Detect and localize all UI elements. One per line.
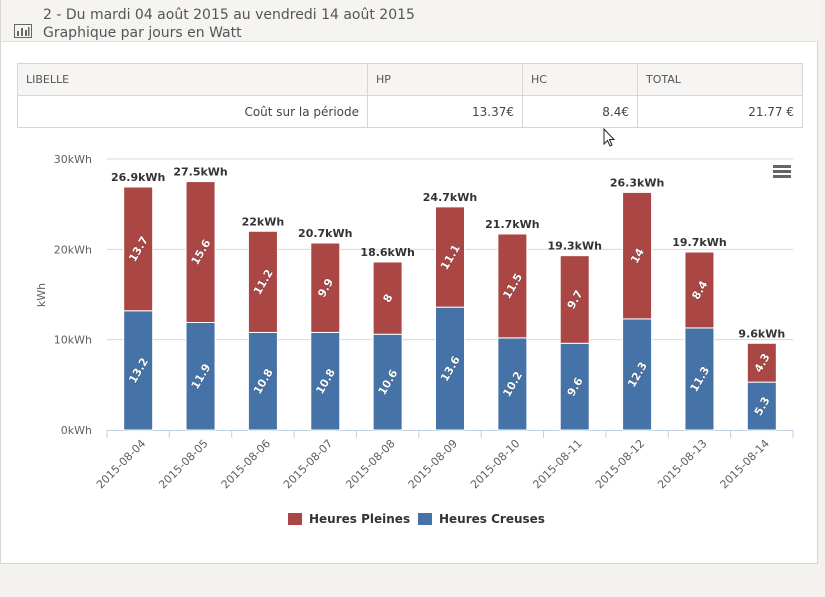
x-tick-label: 2015-08-05	[156, 437, 210, 491]
column-header-hp: HP	[367, 63, 523, 96]
legend-label-heures-pleines: Heures Pleines	[309, 512, 410, 526]
bar-heures-pleines	[310, 242, 341, 333]
x-tick-label: 2015-08-13	[655, 437, 709, 491]
x-tick-label: 2015-08-04	[94, 437, 148, 491]
hamburger-menu-icon	[773, 170, 791, 173]
hamburger-menu-icon	[773, 165, 791, 168]
bar-heures-creuses	[684, 327, 715, 431]
bar-heures-pleines	[247, 230, 278, 333]
bar-heures-pleines	[746, 342, 777, 383]
bar-heures-creuses	[247, 331, 278, 431]
y-tick-label: 20kWh	[54, 243, 92, 256]
legend-label-heures-creuses: Heures Creuses	[439, 512, 545, 526]
column-header-libelle: LIBELLE	[17, 63, 368, 96]
x-tick-label: 2015-08-07	[281, 437, 335, 491]
column-header-hc: HC	[522, 63, 638, 96]
bar-chart-icon	[14, 24, 32, 38]
total-label: 24.7kWh	[423, 191, 477, 204]
cell-total: 21.77 €	[637, 95, 803, 128]
cost-summary-table: LIBELLE HP HC TOTAL Coût sur la période …	[17, 63, 803, 128]
bar-heures-creuses	[372, 333, 403, 431]
total-label: 19.3kWh	[548, 240, 602, 253]
hamburger-menu-icon	[773, 175, 791, 178]
bar-heures-creuses	[497, 337, 528, 431]
x-tick-label: 2015-08-11	[530, 437, 584, 491]
x-tick-label: 2015-08-06	[219, 437, 273, 491]
total-label: 20.7kWh	[298, 227, 352, 240]
bar-heures-creuses	[310, 331, 341, 431]
total-label: 22kWh	[242, 215, 285, 228]
bar-heures-creuses	[746, 381, 777, 431]
total-label: 26.3kWh	[610, 176, 664, 189]
panel-title: 2 - Du mardi 04 août 2015 au vendredi 14…	[43, 7, 415, 41]
table-header-row: LIBELLE HP HC TOTAL	[17, 63, 803, 96]
bar-heures-creuses	[185, 322, 216, 431]
legend-swatch-heures-pleines	[288, 513, 302, 525]
bar-heures-pleines	[559, 255, 590, 344]
x-tick-label: 2015-08-09	[406, 437, 460, 491]
bar-heures-pleines	[684, 251, 715, 329]
bar-heures-pleines	[372, 261, 403, 335]
y-tick-label: 10kWh	[54, 334, 92, 347]
x-tick-label: 2015-08-08	[343, 437, 397, 491]
chart-panel: 2 - Du mardi 04 août 2015 au vendredi 14…	[0, 0, 819, 564]
y-axis-label: kWh	[35, 283, 48, 307]
table-row: Coût sur la période 13.37€ 8.4€ 21.77 €	[17, 95, 803, 128]
stacked-bar-chart: 0kWh10kWh20kWh30kWhkWh13.713.226.9kWh201…	[35, 153, 794, 526]
total-label: 26.9kWh	[111, 171, 165, 184]
y-tick-label: 0kWh	[61, 424, 92, 437]
cell-label: Coût sur la période	[17, 95, 368, 128]
total-label: 27.5kWh	[173, 166, 227, 179]
bar-heures-pleines	[435, 206, 465, 308]
bar-heures-pleines	[185, 181, 216, 324]
column-header-total: TOTAL	[637, 63, 803, 96]
bar-heures-pleines	[622, 191, 653, 320]
x-tick-label: 2015-08-12	[593, 437, 647, 491]
bar-heures-pleines	[123, 186, 154, 312]
total-label: 19.7kWh	[672, 236, 726, 249]
total-label: 18.6kWh	[360, 246, 414, 259]
mouse-cursor-icon	[603, 128, 616, 147]
y-tick-label: 30kWh	[54, 153, 92, 166]
cell-hp: 13.37€	[367, 95, 523, 128]
total-label: 21.7kWh	[485, 218, 539, 231]
cell-hc: 8.4€	[522, 95, 638, 128]
x-tick-label: 2015-08-14	[718, 437, 772, 491]
legend-swatch-heures-creuses	[418, 513, 432, 525]
bar-heures-creuses	[435, 306, 465, 431]
panel-header: 2 - Du mardi 04 août 2015 au vendredi 14…	[1, 0, 819, 42]
bar-heures-pleines	[497, 233, 528, 339]
total-label: 9.6kWh	[738, 327, 785, 340]
x-tick-label: 2015-08-10	[468, 437, 522, 491]
